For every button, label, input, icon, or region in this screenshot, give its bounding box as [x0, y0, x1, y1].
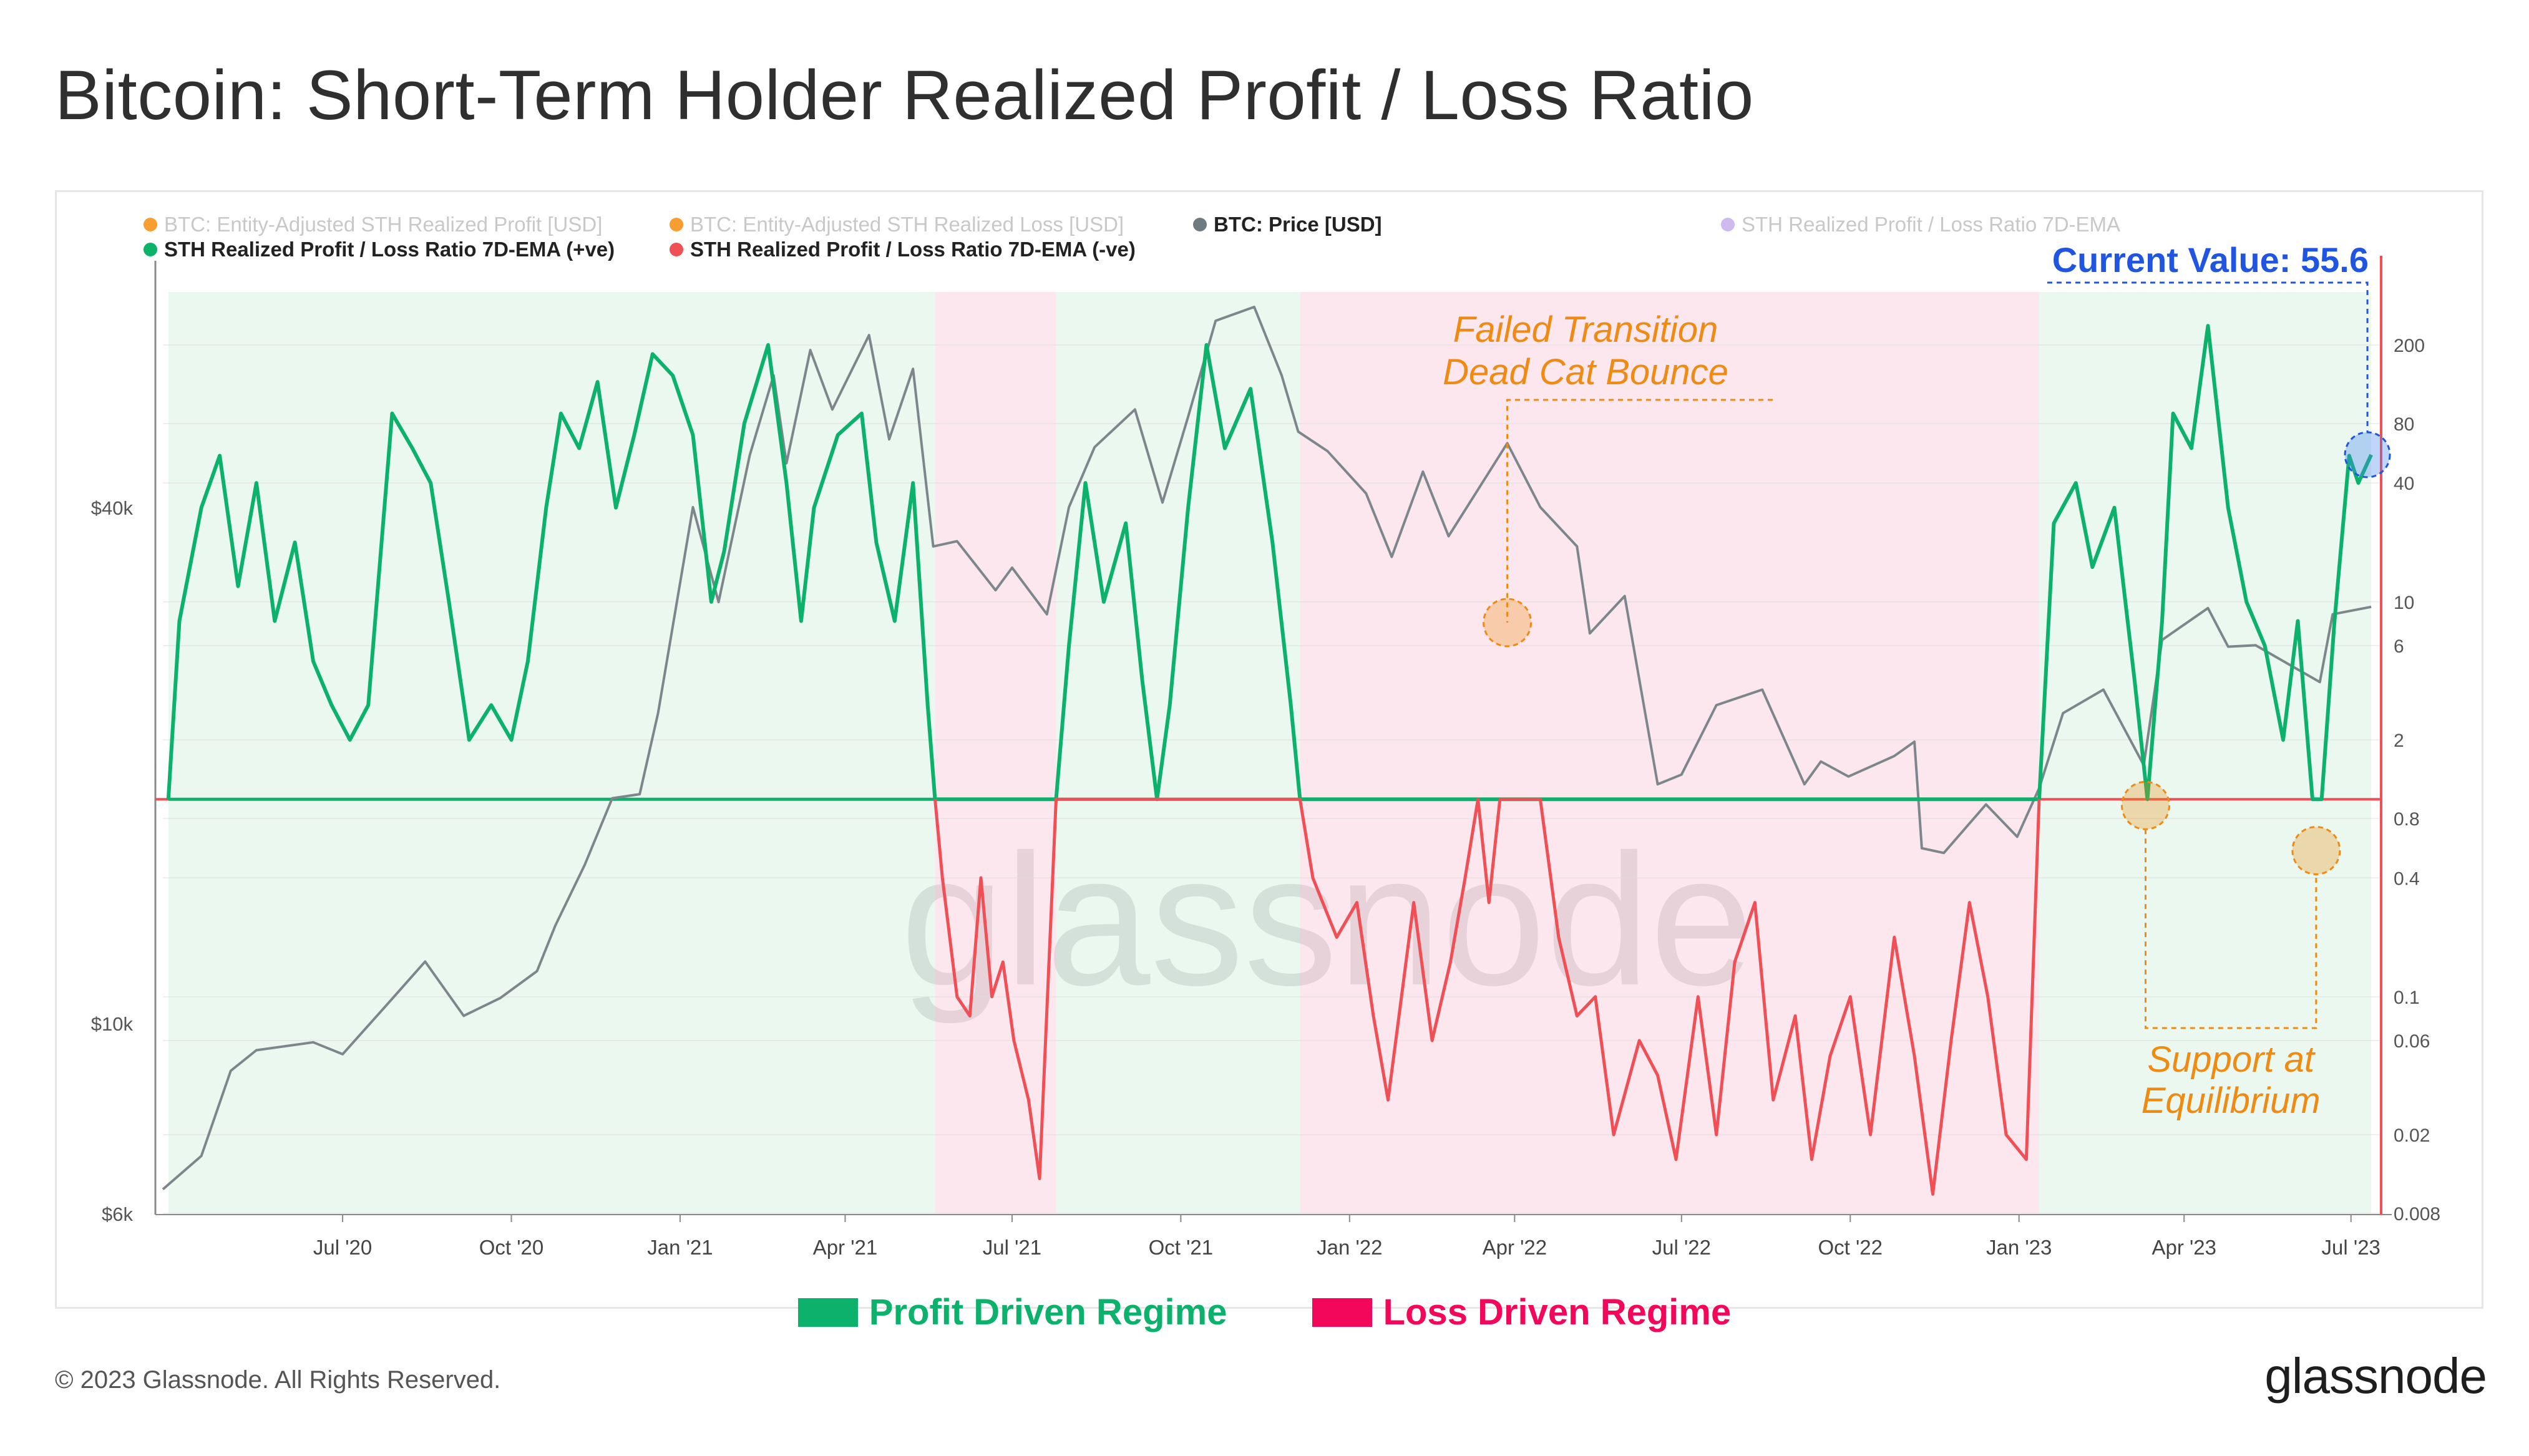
loss-regime-legend-item: Loss Driven Regime — [1312, 1291, 1732, 1333]
copyright-text: © 2023 Glassnode. All Rights Reserved. — [55, 1366, 501, 1394]
failed-transition-leader — [1506, 399, 1773, 623]
support-label-1: Equilibrium — [2142, 1080, 2321, 1121]
x-tick-label-5: Oct '21 — [1149, 1236, 1214, 1259]
profit-regime-band-0 — [168, 292, 935, 1213]
sth-ratio-negative-line — [933, 797, 2041, 1196]
right-tick-label-0: 0.008 — [2394, 1204, 2440, 1225]
profit-regime-label: Profit Driven Regime — [869, 1292, 1227, 1332]
legend-label-3: STH Realized Profit / Loss Ratio 7D-EMA — [1742, 213, 2120, 236]
profit-regime-swatch — [797, 1298, 858, 1327]
support-bracket — [2145, 829, 2317, 1029]
x-tick-label-11: Apr '23 — [2151, 1236, 2216, 1259]
right-tick-label-7: 6 — [2394, 636, 2404, 657]
legend-label-2: BTC: Price [USD] — [1214, 213, 1382, 236]
failed-transition-label-0: Failed Transition — [1453, 309, 1718, 350]
right-tick-label-2: 0.06 — [2394, 1031, 2430, 1052]
x-tick-label-0: Jul '20 — [313, 1236, 372, 1259]
x-tick-label-3: Apr '21 — [813, 1236, 878, 1259]
legend-marker-5 — [670, 243, 683, 256]
legend-marker-0 — [144, 218, 157, 231]
x-tick-label-1: Oct '20 — [479, 1236, 544, 1259]
loss-regime-band-3 — [1300, 292, 2040, 1213]
left-tick-label-2: $40k — [91, 497, 134, 519]
x-tick-label-7: Apr '22 — [1483, 1236, 1547, 1259]
current-value-leader — [2047, 281, 2369, 432]
x-tick-label-10: Jan '23 — [1986, 1236, 2052, 1259]
failed-transition-label-1: Dead Cat Bounce — [1443, 352, 1728, 392]
legend-label-0: BTC: Entity-Adjusted STH Realized Profit… — [164, 213, 602, 236]
btc-price-line — [162, 306, 2372, 1191]
profit-regime-band-4 — [2039, 292, 2372, 1213]
left-tick-label-1: $10k — [91, 1013, 134, 1035]
legend-label-5: STH Realized Profit / Loss Ratio 7D-EMA … — [690, 238, 1136, 261]
glassnode-watermark: glassnode — [900, 815, 1754, 1026]
chart-frame: glassnode $6k $10k $40k 0.008 0.02 0.06 0.1 0.4 0… — [55, 190, 2483, 1309]
sth-ratio-positive-line — [166, 324, 2373, 802]
x-tick-label-8: Jul '22 — [1652, 1236, 1711, 1259]
x-tick-label-4: Jul '21 — [983, 1236, 1041, 1259]
right-tick-label-4: 0.4 — [2394, 868, 2420, 889]
right-tick-label-3: 0.1 — [2394, 988, 2420, 1008]
legend-marker-3 — [1721, 218, 1735, 231]
x-tick-label-9: Oct '22 — [1818, 1236, 1883, 1259]
support-label-0: Support at — [2147, 1039, 2316, 1080]
legend-marker-2 — [1193, 218, 1207, 231]
failed-transition-marker — [1483, 598, 1533, 648]
right-tick-label-10: 80 — [2394, 414, 2414, 435]
legend-label-1: BTC: Entity-Adjusted STH Realized Loss [… — [690, 213, 1124, 236]
x-tick-label-6: Jan '22 — [1317, 1236, 1382, 1259]
right-tick-label-9: 40 — [2394, 473, 2414, 494]
loss-regime-band-1 — [935, 292, 1056, 1213]
legend-marker-1 — [670, 218, 683, 231]
chart-svg: glassnode $6k $10k $40k 0.008 0.02 0.06 0.1 0.4 0… — [91, 213, 2440, 1259]
right-tick-label-1: 0.02 — [2394, 1125, 2430, 1146]
right-tick-label-6: 2 — [2394, 730, 2404, 751]
right-tick-label-11: 200 — [2394, 336, 2425, 356]
regime-legend: Profit Driven Regime Loss Driven Regime — [0, 1291, 2529, 1336]
support-marker-1 — [2121, 780, 2171, 830]
left-tick-label-0: $6k — [102, 1203, 133, 1225]
support-marker-2 — [2291, 825, 2341, 875]
right-tick-label-8: 10 — [2394, 593, 2414, 613]
x-tick-label-12: Jul '23 — [2322, 1236, 2380, 1259]
profit-regime-band-2 — [1056, 292, 1300, 1213]
loss-regime-swatch — [1312, 1298, 1372, 1327]
page-title: Bitcoin: Short-Term Holder Realized Prof… — [55, 56, 1754, 134]
legend-marker-4 — [144, 243, 157, 256]
right-tick-label-5: 0.8 — [2394, 809, 2420, 830]
brand-logo: glassnode — [2264, 1348, 2487, 1404]
legend-label-4: STH Realized Profit / Loss Ratio 7D-EMA … — [164, 238, 615, 261]
loss-regime-label: Loss Driven Regime — [1383, 1292, 1732, 1332]
x-tick-label-2: Jan '21 — [647, 1236, 713, 1259]
current-value-marker — [2344, 431, 2391, 478]
profit-regime-legend-item: Profit Driven Regime — [797, 1291, 1227, 1333]
current-value-label: Current Value: 55.6 — [2052, 240, 2369, 279]
